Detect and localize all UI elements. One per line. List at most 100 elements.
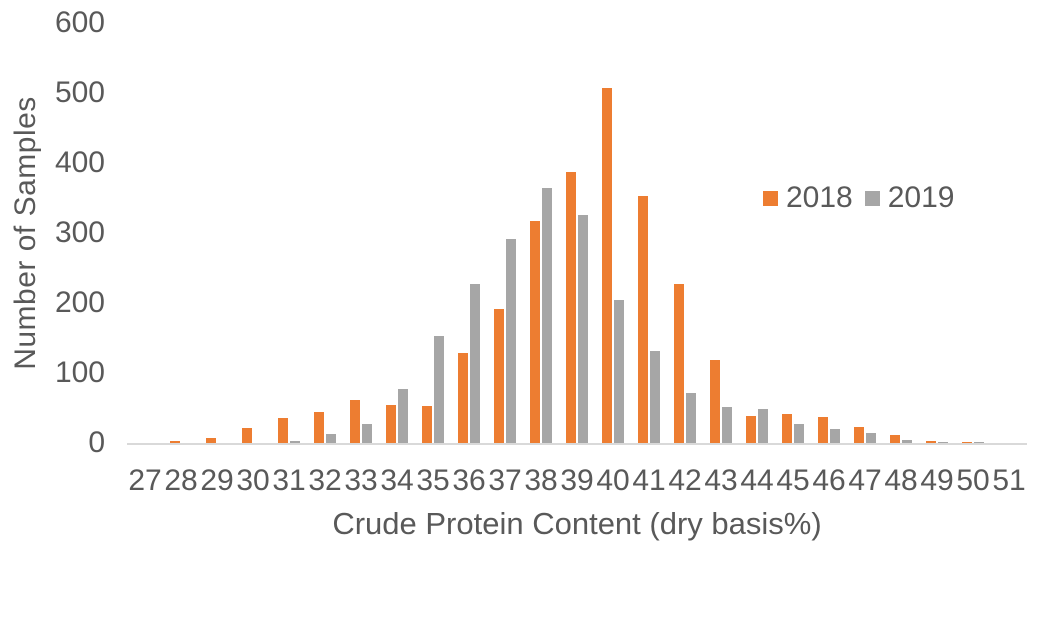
bar-2018-46 <box>818 417 828 443</box>
legend: 2018 2019 <box>763 181 955 215</box>
y-tick-label-600: 600 <box>54 6 105 39</box>
bar-2019-31 <box>290 440 300 443</box>
x-tick-label-30: 30 <box>236 464 270 497</box>
legend-item-2018: 2018 <box>763 181 853 215</box>
bar-2019-34 <box>398 389 408 443</box>
bar-group-27 <box>127 23 163 443</box>
bar-2019-45 <box>794 424 804 443</box>
bar-2018-35 <box>422 405 432 443</box>
bar-2019-49 <box>938 441 948 443</box>
bar-2018-41 <box>638 195 648 443</box>
x-tick-label-43: 43 <box>704 464 738 497</box>
y-tick-label-200: 200 <box>54 286 105 319</box>
bar-2019-32 <box>326 433 336 443</box>
bar-2018-28 <box>170 440 180 443</box>
bar-group-29 <box>199 23 235 443</box>
x-tick-label-45: 45 <box>776 464 810 497</box>
x-tick-label-51: 51 <box>992 464 1026 497</box>
bar-2018-33 <box>350 399 360 443</box>
bar-group-33 <box>343 23 379 443</box>
bar-2019-48 <box>902 439 912 443</box>
x-tick-label-31: 31 <box>272 464 306 497</box>
bar-2019-36 <box>470 284 480 443</box>
bar-group-46 <box>811 23 847 443</box>
bar-2018-50 <box>962 441 972 443</box>
y-tick-label-400: 400 <box>54 146 105 179</box>
x-tick-label-28: 28 <box>164 464 198 497</box>
bar-group-43 <box>703 23 739 443</box>
bar-2018-47 <box>854 426 864 443</box>
bar-2018-38 <box>530 221 540 443</box>
bar-2019-42 <box>686 393 696 443</box>
y-tick-label-500: 500 <box>54 76 105 109</box>
bar-2018-44 <box>746 415 756 443</box>
bar-group-38 <box>523 23 559 443</box>
bar-group-34 <box>379 23 415 443</box>
bar-group-30 <box>235 23 271 443</box>
bar-2019-50 <box>974 442 984 443</box>
bar-2019-44 <box>758 408 768 443</box>
x-axis-title: Crude Protein Content (dry basis%) <box>127 506 1027 542</box>
x-axis-title-text: Crude Protein Content (dry basis%) <box>332 506 822 541</box>
y-tick-label-300: 300 <box>54 216 105 249</box>
x-axis-tick-labels: 27 28 29 30 31 32 33 34 35 36 37 38 39 40 41 42 43 44 45 46… <box>127 465 1027 497</box>
bar-2018-31 <box>278 417 288 443</box>
x-tick-label-33: 33 <box>344 464 378 497</box>
bar-group-51 <box>991 23 1027 443</box>
bar-group-44 <box>739 23 775 443</box>
bar-2018-43 <box>710 360 720 443</box>
bar-group-45 <box>775 23 811 443</box>
bar-2018-37 <box>494 308 504 443</box>
bar-group-50 <box>955 23 991 443</box>
bar-2018-30 <box>242 428 252 443</box>
x-tick-label-29: 29 <box>200 464 234 497</box>
x-tick-label-37: 37 <box>488 464 522 497</box>
plot-bars <box>127 23 1027 443</box>
bar-group-41 <box>631 23 667 443</box>
y-axis-tick-labels: 0 100 200 300 400 500 600 <box>40 0 105 463</box>
bar-2019-38 <box>542 187 552 443</box>
bar-2019-39 <box>578 214 588 443</box>
bar-group-32 <box>307 23 343 443</box>
x-tick-label-50: 50 <box>956 464 990 497</box>
y-tick-label-0: 0 <box>88 426 105 459</box>
bar-2019-35 <box>434 335 444 443</box>
bar-2018-39 <box>566 172 576 443</box>
bar-2018-49 <box>926 440 936 443</box>
bar-group-37 <box>487 23 523 443</box>
x-tick-label-46: 46 <box>812 464 846 497</box>
x-tick-label-48: 48 <box>884 464 918 497</box>
bar-2018-34 <box>386 405 396 443</box>
bar-2018-45 <box>782 414 792 443</box>
bar-group-31 <box>271 23 307 443</box>
bar-2019-37 <box>506 238 516 443</box>
bar-2019-46 <box>830 429 840 443</box>
bar-group-36 <box>451 23 487 443</box>
legend-swatch-2019 <box>864 190 880 206</box>
bar-2018-42 <box>674 284 684 443</box>
bar-2018-29 <box>206 438 216 443</box>
bar-group-47 <box>847 23 883 443</box>
bar-2019-43 <box>722 407 732 443</box>
x-tick-label-35: 35 <box>416 464 450 497</box>
x-tick-label-38: 38 <box>524 464 558 497</box>
bar-2019-40 <box>614 299 624 443</box>
bar-2018-48 <box>890 434 900 443</box>
bar-group-35 <box>415 23 451 443</box>
x-tick-label-47: 47 <box>848 464 882 497</box>
y-axis-title-text: Number of Samples <box>9 96 43 370</box>
bar-2018-32 <box>314 412 324 443</box>
bar-group-49 <box>919 23 955 443</box>
bar-group-39 <box>559 23 595 443</box>
x-tick-label-34: 34 <box>380 464 414 497</box>
bar-group-48 <box>883 23 919 443</box>
legend-item-2019: 2019 <box>864 181 955 215</box>
x-tick-label-49: 49 <box>920 464 954 497</box>
x-tick-label-42: 42 <box>668 464 702 497</box>
x-tick-label-32: 32 <box>308 464 342 497</box>
bar-2019-47 <box>866 432 876 443</box>
x-tick-label-44: 44 <box>740 464 774 497</box>
x-tick-label-27: 27 <box>128 464 162 497</box>
bar-2018-36 <box>458 352 468 443</box>
